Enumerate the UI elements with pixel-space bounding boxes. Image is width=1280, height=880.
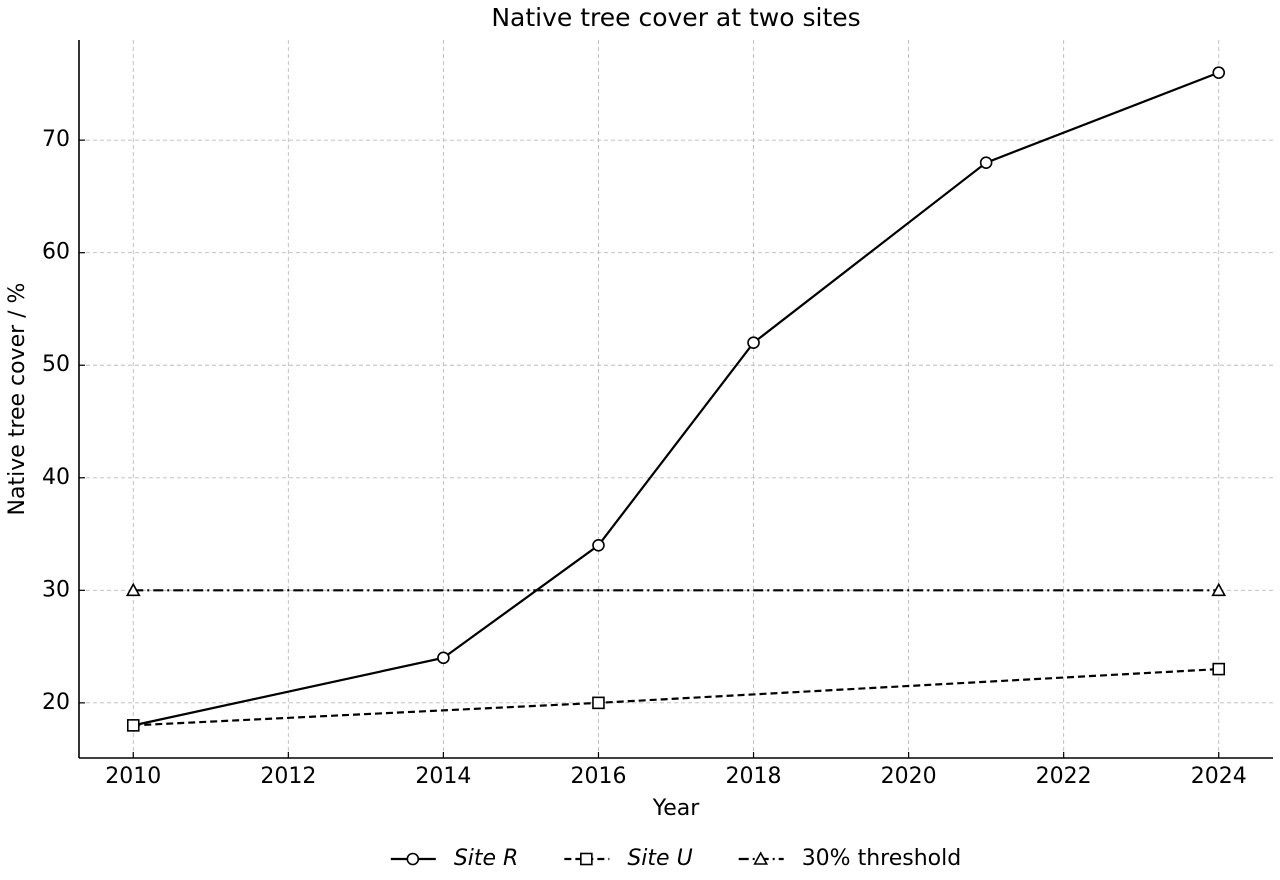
series-line — [133, 667, 1219, 727]
marker — [1211, 582, 1227, 597]
x-tick-label: 2018 — [726, 764, 782, 789]
y-tick-label: 30 — [42, 577, 70, 602]
y-tick-label: 70 — [42, 127, 70, 152]
legend: Site R Site U 30% threshold — [390, 846, 962, 871]
marker — [580, 852, 593, 866]
x-tick-label: 2010 — [105, 764, 161, 789]
marker — [747, 336, 760, 350]
marker — [1212, 662, 1226, 676]
legend-item: Site U — [564, 846, 693, 871]
marker — [753, 851, 769, 865]
marker — [592, 696, 605, 710]
legend-label: Site U — [627, 846, 692, 871]
legend-label: Site R — [454, 846, 519, 871]
series-line — [133, 71, 1220, 727]
marker — [125, 582, 141, 597]
marker — [1212, 66, 1226, 79]
legend-item: 30% threshold — [738, 846, 962, 871]
y-tick-label: 40 — [42, 465, 70, 490]
x-tick-label: 2012 — [260, 764, 316, 789]
marker — [979, 156, 993, 169]
x-tick-label: 2014 — [415, 764, 471, 789]
x-tick-label: 2016 — [570, 764, 626, 789]
y-tick-label: 60 — [42, 240, 70, 265]
x-tick-label: 2020 — [881, 764, 937, 789]
legend-item: Site R — [390, 846, 519, 871]
marker — [126, 719, 140, 732]
x-tick-label: 2022 — [1036, 764, 1092, 789]
x-tick-label: 2024 — [1191, 764, 1247, 789]
y-tick-label: 20 — [42, 690, 70, 715]
legend-label: 30% threshold — [802, 846, 962, 871]
marker — [406, 852, 420, 866]
chart-title: Native tree cover at two sites — [491, 3, 860, 32]
y-axis-label: Native tree cover / % — [5, 283, 30, 516]
marker — [437, 651, 450, 665]
marker — [592, 539, 605, 552]
y-tick-label: 50 — [42, 352, 70, 377]
x-axis-label: Year — [652, 796, 701, 821]
